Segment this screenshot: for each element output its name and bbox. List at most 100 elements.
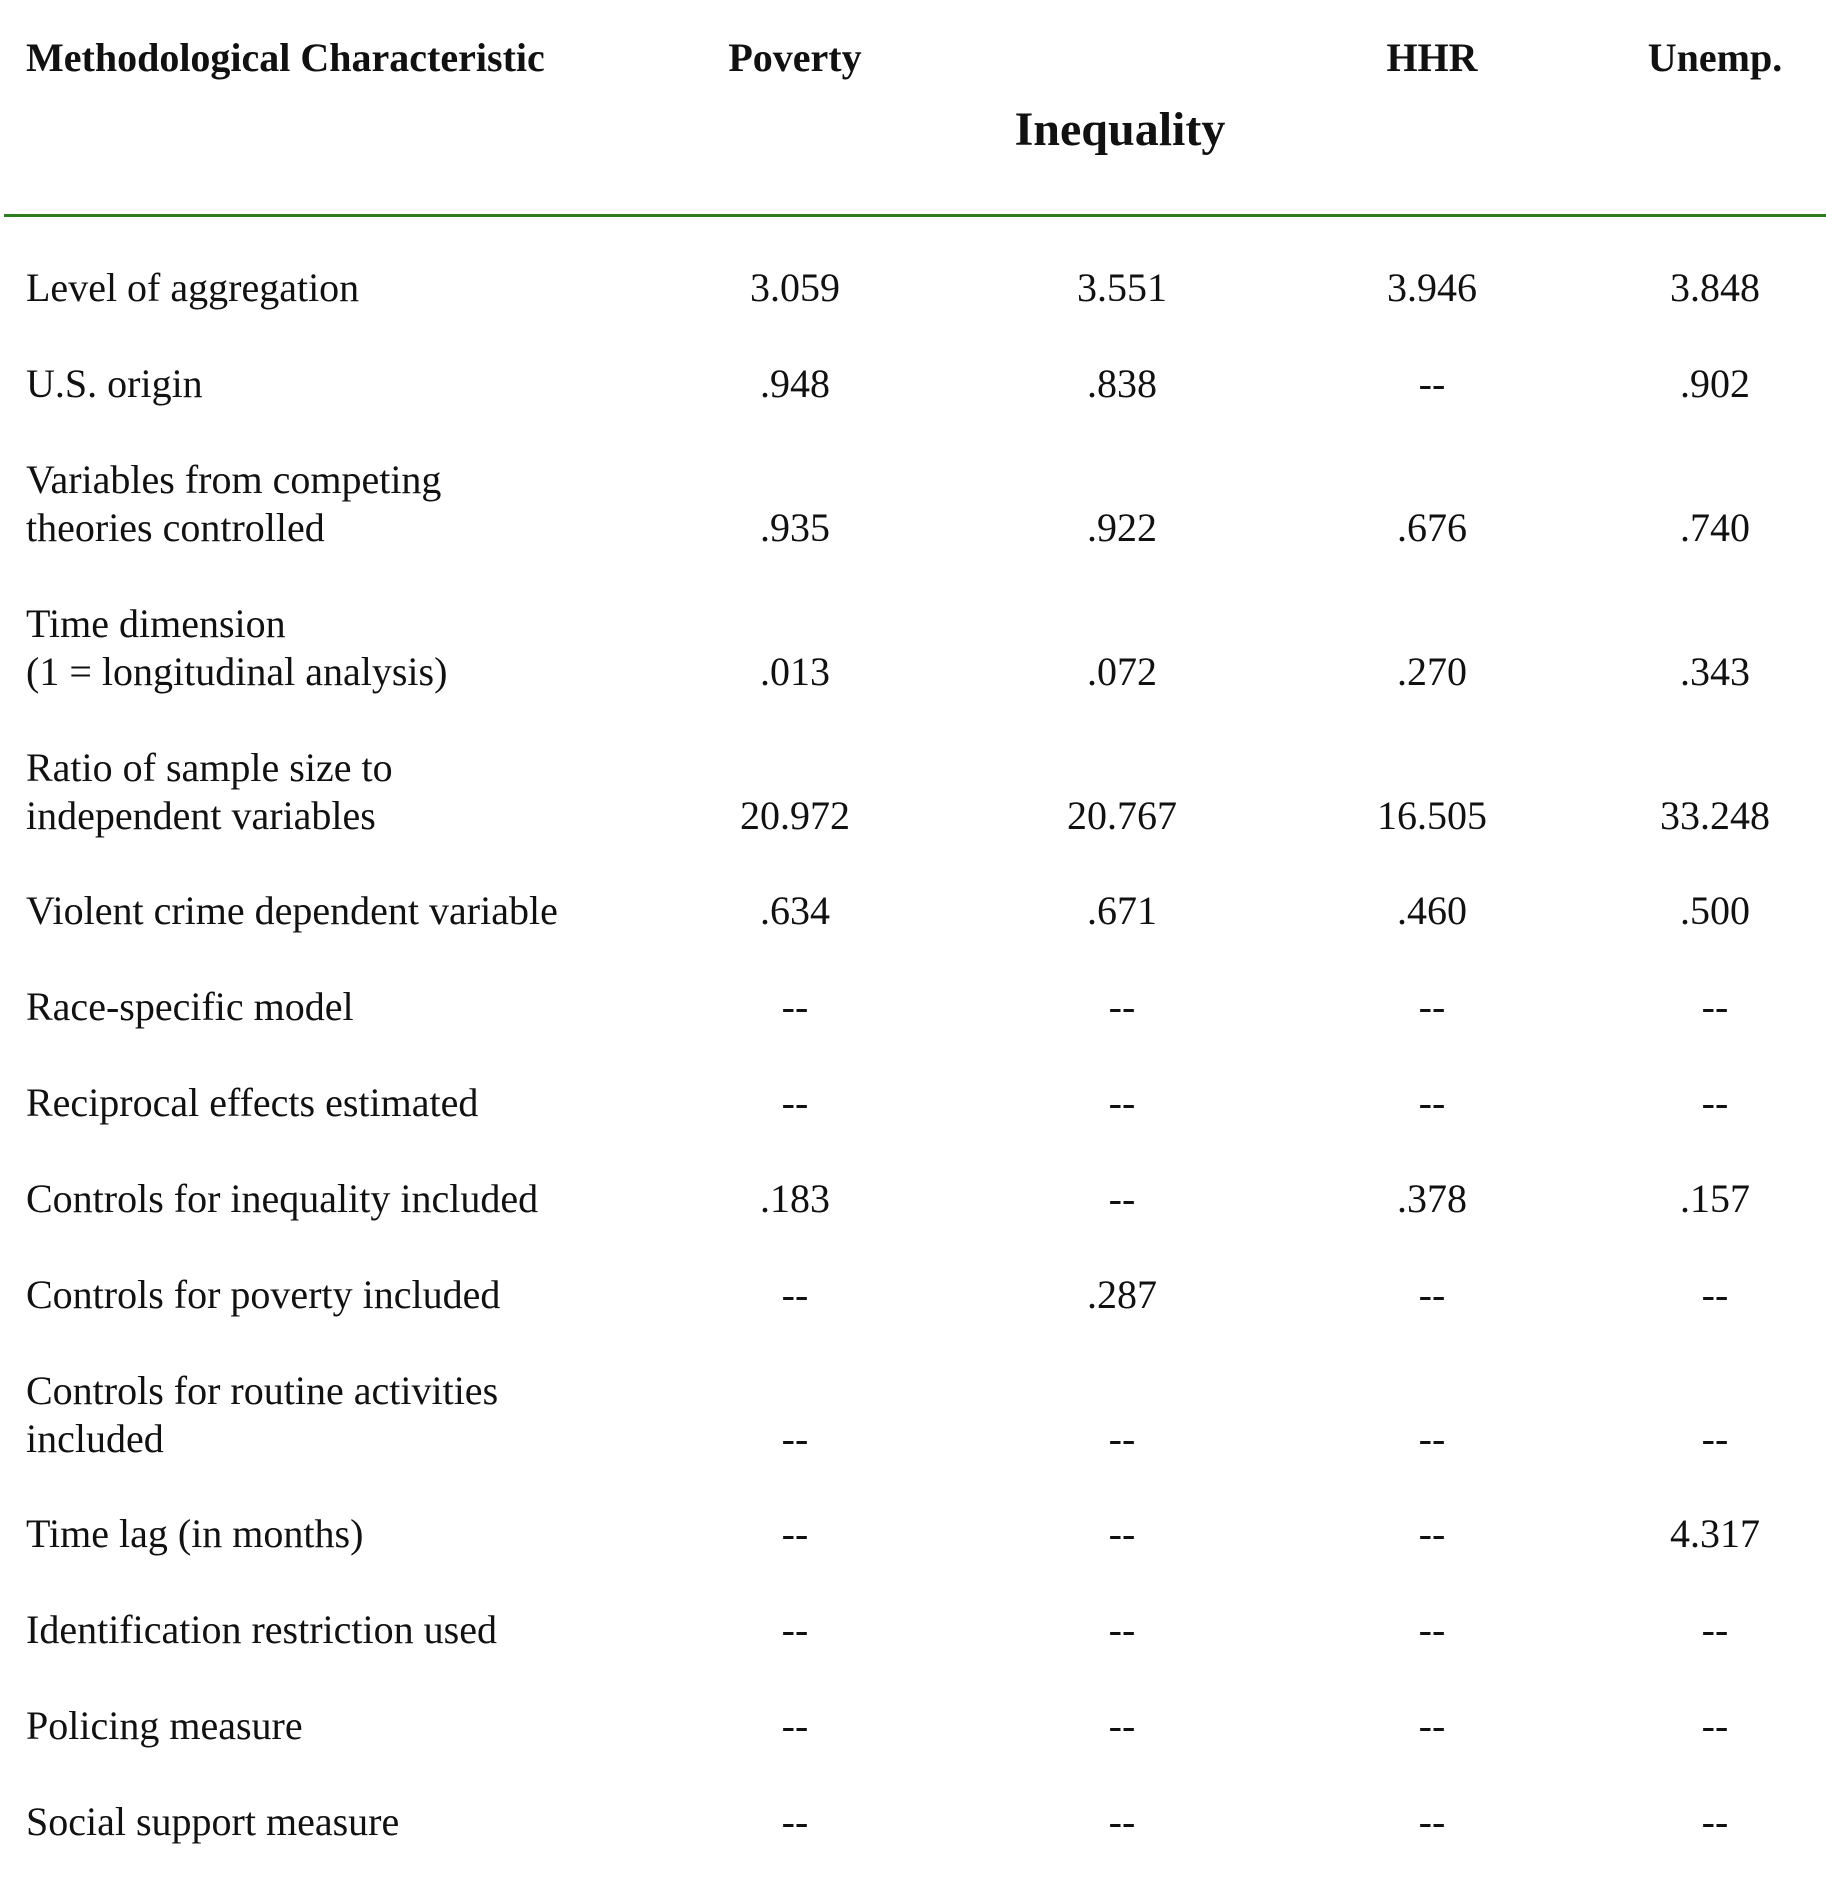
cell-hhr: -- [1418,984,1446,1029]
cell-inequality: 20.767 [1067,793,1177,838]
header-methodological-characteristic: Methodological Characteristic [26,35,545,80]
cell-inequality: -- [1108,984,1136,1029]
cell-unemp: -- [1701,1703,1729,1748]
cell-poverty: .935 [760,505,830,550]
cell-inequality: -- [1108,1799,1136,1844]
cell-poverty: .948 [760,361,830,406]
row-label: Controls for poverty included [26,1271,626,1319]
row-label-line: Controls for poverty included [26,1272,501,1317]
header-inequality: Inequality [1014,103,1226,156]
cell-hhr: .270 [1397,649,1467,694]
cell-unemp: -- [1701,1799,1729,1844]
table-row: Controls for inequality included .183 -- .3… [0,1175,1826,1223]
table-header: Methodological Characteristic Poverty In… [0,0,1826,220]
cell-inequality: .922 [1087,505,1157,550]
cell-unemp: .157 [1680,1176,1750,1221]
table-row: Violent crime dependent variable .634 .671… [0,887,1826,935]
cell-unemp: -- [1701,1272,1729,1317]
row-label-line: Ratio of sample size to [26,745,393,790]
row-label: U.S. origin [26,360,626,408]
cell-poverty: .634 [760,888,830,933]
row-label-line: theories controlled [26,505,325,550]
row-label-line: U.S. origin [26,361,203,406]
table-row: Reciprocal effects estimated -- -- -- -- [0,1079,1826,1127]
cell-poverty: -- [781,1703,809,1748]
table-row: Ratio of sample size to independent varia… [0,744,1826,840]
cell-inequality: -- [1108,1176,1136,1221]
row-label: Time lag (in months) [26,1510,626,1558]
cell-poverty: -- [781,1080,809,1125]
cell-poverty: -- [781,1511,809,1556]
table-row: Time dimension (1 = longitudinal analysis… [0,600,1826,696]
table-row: Variables from competing theories control… [0,456,1826,552]
cell-inequality: -- [1108,1080,1136,1125]
cell-inequality: .838 [1087,361,1157,406]
cell-inequality: -- [1108,1511,1136,1556]
table-row: Controls for poverty included -- .287 -- -- [0,1271,1826,1319]
cell-hhr: -- [1418,1511,1446,1556]
cell-unemp: -- [1701,1607,1729,1652]
cell-unemp: -- [1701,984,1729,1029]
cell-unemp: -- [1701,1416,1729,1461]
row-label: Variables from competing theories control… [26,456,626,552]
table-row: U.S. origin .948 .838 -- .902 [0,360,1826,408]
row-label-line: Reciprocal effects estimated [26,1080,479,1125]
row-label: Time dimension (1 = longitudinal analysis… [26,600,626,696]
cell-hhr: 3.946 [1387,265,1477,310]
cell-inequality: .671 [1087,888,1157,933]
cell-hhr: .460 [1397,888,1467,933]
table-row: Identification restriction used -- -- -- -- [0,1606,1826,1654]
row-label: Violent crime dependent variable [26,887,626,935]
row-label: Controls for inequality included [26,1175,626,1223]
cell-poverty: .183 [760,1176,830,1221]
cell-inequality: -- [1108,1703,1136,1748]
cell-hhr: -- [1418,1416,1446,1461]
cell-unemp: .902 [1680,361,1750,406]
row-label-line: Social support measure [26,1799,400,1844]
cell-hhr: .676 [1397,505,1467,550]
row-label: Race-specific model [26,983,626,1031]
cell-poverty: -- [781,984,809,1029]
cell-hhr: -- [1418,1607,1446,1652]
row-label-line: Time dimension [26,601,286,646]
cell-poverty: .013 [760,649,830,694]
cell-hhr: -- [1418,1799,1446,1844]
cell-hhr: -- [1418,1703,1446,1748]
header-hhr: HHR [1386,35,1478,80]
row-label-line: Controls for routine activities [26,1368,499,1413]
row-label-line: Level of aggregation [26,265,360,310]
cell-unemp: .343 [1680,649,1750,694]
table-row: Social support measure -- -- -- -- [0,1798,1826,1846]
cell-unemp: .740 [1680,505,1750,550]
table-row: Time lag (in months) -- -- -- 4.317 [0,1510,1826,1558]
row-label: Identification restriction used [26,1606,626,1654]
row-label-line: Violent crime dependent variable [26,888,558,933]
cell-inequality: 3.551 [1077,265,1167,310]
cell-poverty: -- [781,1272,809,1317]
row-label-line: independent variables [26,793,376,838]
cell-poverty: -- [781,1799,809,1844]
cell-poverty: 20.972 [740,793,850,838]
row-label-line: Variables from competing [26,457,442,502]
row-label: Social support measure [26,1798,626,1846]
row-label: Controls for routine activities included [26,1367,626,1463]
cell-hhr: -- [1418,1272,1446,1317]
cell-inequality: .072 [1087,649,1157,694]
row-label-line: (1 = longitudinal analysis) [26,649,448,694]
table-row: Controls for routine activities included -… [0,1367,1826,1463]
table-row: Policing measure -- -- -- -- [0,1702,1826,1750]
row-label: Ratio of sample size to independent varia… [26,744,626,840]
header-unemp: Unemp. [1647,35,1783,80]
table-row: Race-specific model -- -- -- -- [0,983,1826,1031]
row-label: Level of aggregation [26,264,626,312]
cell-unemp: 3.848 [1670,265,1760,310]
row-label-line: Identification restriction used [26,1607,497,1652]
table-row: Level of aggregation 3.059 3.551 3.946 3.848 [0,264,1826,312]
row-label-line: Time lag (in months) [26,1511,364,1556]
cell-hhr: -- [1418,1080,1446,1125]
cell-poverty: -- [781,1607,809,1652]
header-poverty: Poverty [728,35,862,80]
row-label-line: Race-specific model [26,984,354,1029]
row-label: Reciprocal effects estimated [26,1079,626,1127]
cell-hhr: .378 [1397,1176,1467,1221]
